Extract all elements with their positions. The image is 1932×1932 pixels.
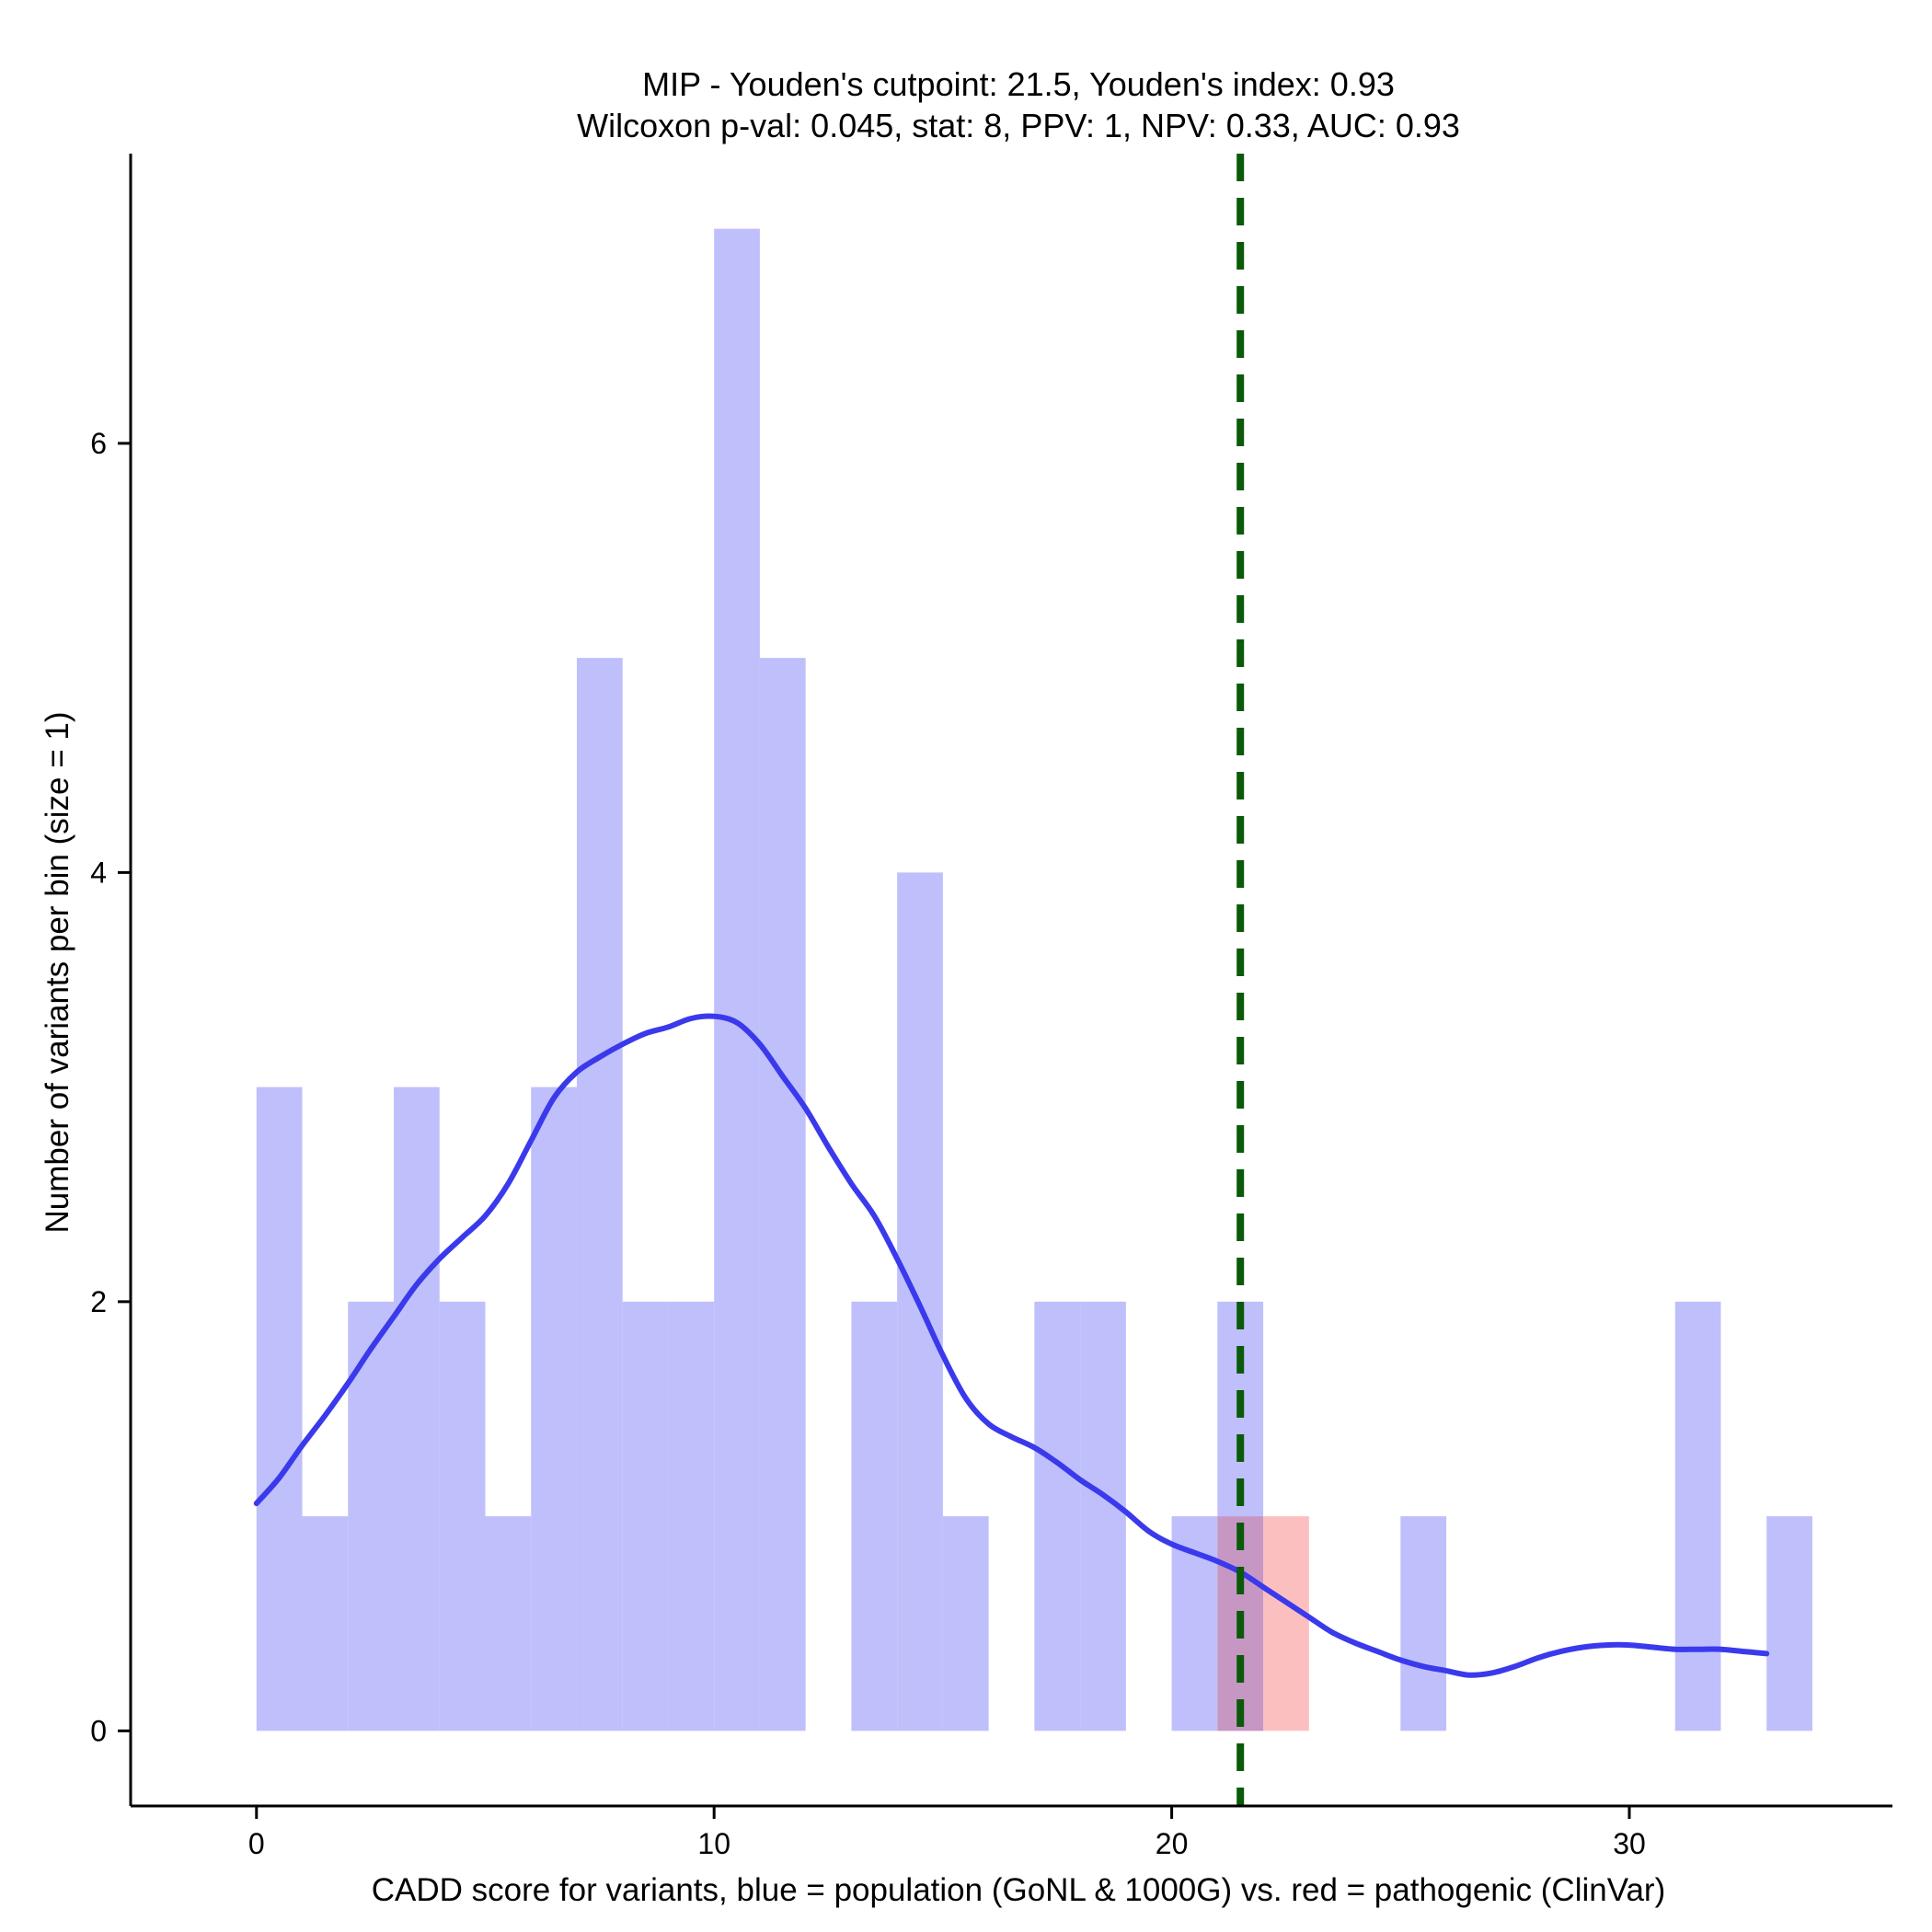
population-bar-6 — [531, 1087, 577, 1731]
x-tick-label-30: 30 — [1613, 1827, 1646, 1860]
chart-title-line-2: Wilcoxon p-val: 0.045, stat: 8, PPV: 1, … — [577, 107, 1460, 144]
y-axis-label: Number of variants per bin (size = 1) — [40, 711, 75, 1233]
population-bar-3 — [394, 1087, 440, 1731]
population-bar-19 — [1400, 1516, 1447, 1731]
y-axis-ticks: 0 2 4 6 — [90, 427, 131, 1747]
y-tick-label-6: 6 — [90, 427, 107, 460]
population-bar-20 — [1674, 1301, 1721, 1731]
population-bar-0 — [256, 1087, 303, 1731]
population-bar-10 — [714, 228, 760, 1731]
population-bar-15 — [1034, 1301, 1081, 1731]
population-bar-14 — [942, 1516, 989, 1731]
population-bar-1 — [302, 1516, 349, 1731]
chart-title-line-1: MIP - Youden's cutpoint: 21.5, Youden's … — [642, 65, 1395, 103]
x-tick-label-10: 10 — [697, 1827, 730, 1860]
population-bar-4 — [439, 1301, 486, 1731]
x-tick-label-20: 20 — [1156, 1827, 1189, 1860]
y-tick-label-2: 2 — [90, 1285, 107, 1318]
population-bar-2 — [348, 1301, 395, 1731]
population-bar-11 — [759, 658, 806, 1731]
y-tick-label-4: 4 — [90, 856, 107, 889]
population-density-curve — [253, 1013, 1770, 1678]
y-tick-label-0: 0 — [90, 1714, 107, 1747]
x-axis-ticks: 0 10 20 30 — [248, 1806, 1646, 1860]
population-bar-5 — [485, 1516, 532, 1731]
population-bar-16 — [1080, 1301, 1126, 1731]
pathogenic-bar-1 — [1263, 1516, 1309, 1731]
population-bar-12 — [851, 1301, 898, 1731]
population-bars — [256, 228, 1812, 1731]
population-bar-8 — [622, 1301, 669, 1731]
population-bar-7 — [576, 658, 623, 1731]
population-bar-9 — [668, 1301, 715, 1731]
population-bar-21 — [1766, 1516, 1812, 1731]
x-tick-label-0: 0 — [248, 1827, 265, 1860]
plot-area — [253, 154, 1812, 1806]
x-axis-label: CADD score for variants, blue = populati… — [372, 1872, 1666, 1908]
